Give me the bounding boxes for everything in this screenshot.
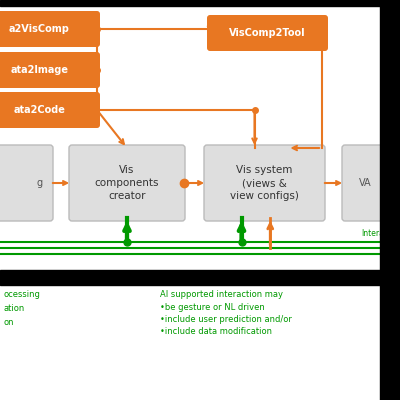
- FancyBboxPatch shape: [0, 145, 53, 221]
- Text: Vis system
(views &
view configs): Vis system (views & view configs): [230, 165, 299, 201]
- Text: ata2Code: ata2Code: [14, 105, 66, 115]
- Text: ata2Image: ata2Image: [10, 65, 68, 75]
- Bar: [380, 0, 400, 400]
- Text: VA: VA: [359, 178, 371, 188]
- Text: a2VisComp: a2VisComp: [9, 24, 70, 34]
- FancyBboxPatch shape: [204, 145, 325, 221]
- FancyBboxPatch shape: [342, 145, 400, 221]
- Text: Interactio: Interactio: [361, 229, 398, 238]
- Text: ation: ation: [3, 304, 24, 313]
- Text: VisComp2Tool: VisComp2Tool: [229, 28, 306, 38]
- Bar: [0, 0, 400, 6]
- FancyBboxPatch shape: [0, 52, 100, 88]
- Bar: [0, 270, 400, 285]
- Text: AI supported interaction may
•be gesture or NL driven
•include user prediction a: AI supported interaction may •be gesture…: [160, 290, 292, 336]
- Text: ocessing: ocessing: [3, 290, 40, 299]
- FancyBboxPatch shape: [0, 92, 100, 128]
- FancyBboxPatch shape: [207, 15, 328, 51]
- FancyBboxPatch shape: [69, 145, 185, 221]
- Text: on: on: [3, 318, 14, 327]
- Text: g: g: [37, 178, 43, 188]
- FancyBboxPatch shape: [0, 11, 100, 47]
- Text: Vis
components
creator: Vis components creator: [95, 165, 159, 201]
